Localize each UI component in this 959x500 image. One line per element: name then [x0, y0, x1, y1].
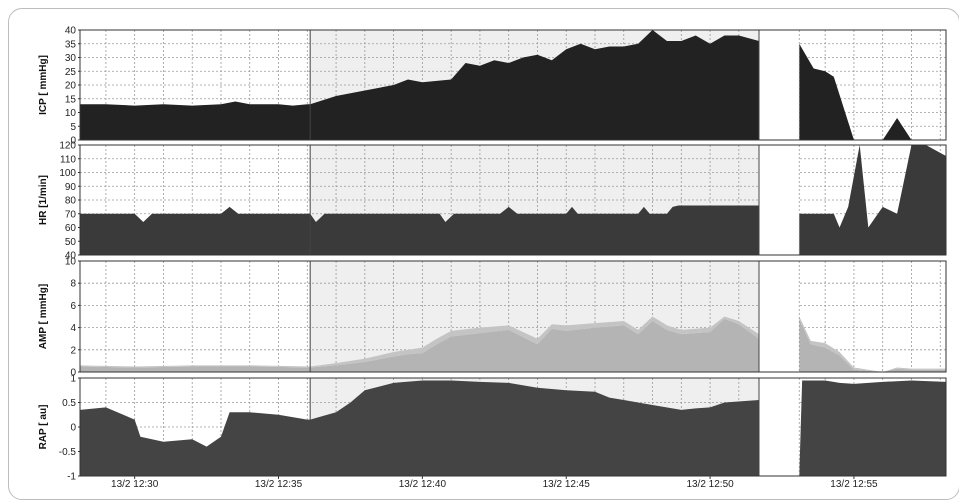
- y-axis-label: RAP [ au]: [38, 405, 49, 450]
- y-tick-label: 25: [65, 67, 77, 78]
- y-tick-label: 0: [70, 136, 76, 147]
- series-area: [80, 380, 946, 476]
- y-tick-label: 10: [65, 257, 77, 268]
- y-tick-label: 50: [65, 237, 77, 248]
- y-tick-label: 70: [65, 209, 77, 220]
- y-tick-label: 80: [65, 196, 77, 207]
- y-axis-label: HR [1/min]: [38, 175, 49, 225]
- y-tick-label: 35: [65, 39, 77, 50]
- y-tick-label: 1: [70, 374, 76, 385]
- y-tick-label: 5: [70, 122, 76, 133]
- y-tick-label: -0.5: [59, 447, 77, 458]
- y-tick-label: 20: [65, 81, 77, 92]
- y-tick-label: 10: [65, 108, 77, 119]
- y-tick-label: 0: [70, 368, 76, 379]
- x-tick-label: 13/2 12:40: [399, 479, 447, 488]
- y-tick-label: 30: [65, 53, 77, 64]
- x-tick-label: 13/2 12:45: [543, 479, 591, 488]
- series-area-band: [80, 316, 946, 372]
- data-gap: [758, 261, 800, 372]
- series-area: [80, 318, 946, 372]
- x-tick-label: 13/2 12:30: [111, 479, 159, 488]
- y-tick-label: 8: [70, 279, 76, 290]
- series-area: [80, 145, 946, 255]
- y-tick-label: 0.5: [62, 398, 76, 409]
- y-tick-label: 6: [70, 301, 76, 312]
- y-tick-label: 40: [65, 251, 77, 262]
- y-tick-label: 120: [59, 141, 76, 152]
- x-tick-label: 13/2 12:50: [686, 479, 734, 488]
- y-tick-label: 2: [70, 345, 76, 356]
- y-tick-label: 110: [60, 154, 76, 165]
- y-tick-label: 4: [70, 323, 76, 334]
- x-tick-label: 13/2 12:35: [255, 479, 303, 488]
- y-tick-label: 90: [65, 182, 77, 193]
- x-tick-label: 13/2 12:55: [830, 479, 878, 488]
- panel-frame: [79, 260, 947, 373]
- series-area: [80, 30, 946, 140]
- y-tick-label: 15: [65, 94, 77, 105]
- y-tick-label: 40: [65, 26, 77, 37]
- y-axis-label: ICP [ mmHg]: [38, 55, 49, 115]
- y-axis-label: AMP [ mmHg]: [38, 284, 49, 349]
- data-gap: [758, 145, 800, 255]
- data-gap: [758, 378, 800, 476]
- y-tick-label: 100: [59, 168, 76, 179]
- y-tick-label: 60: [65, 223, 77, 234]
- y-tick-label: 0: [70, 423, 76, 434]
- data-gap: [758, 30, 800, 140]
- y-tick-label: -1: [67, 472, 76, 483]
